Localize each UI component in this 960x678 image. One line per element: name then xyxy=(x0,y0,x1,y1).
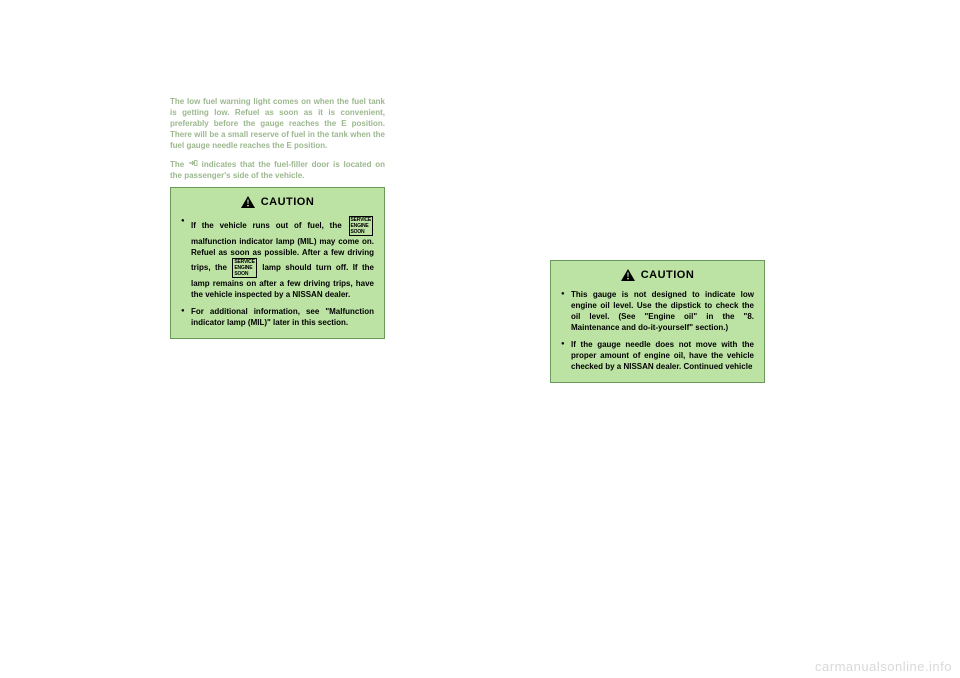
left-column: The low fuel warning light comes on when… xyxy=(170,88,385,339)
warning-triangle-icon xyxy=(241,196,255,208)
caution-item-2: If the gauge needle does not move with t… xyxy=(561,339,754,372)
item1-pre: If the vehicle runs out of fuel, the xyxy=(191,222,348,231)
para2-post: indicates that the fuel-filler door is l… xyxy=(170,160,385,180)
low-fuel-paragraph: The low fuel warning light comes on when… xyxy=(170,96,385,151)
caution-title-right: CAUTION xyxy=(641,269,695,281)
caution-box-right: CAUTION This gauge is not designed to in… xyxy=(550,260,765,383)
caution-box-left: CAUTION If the vehicle runs out of fuel,… xyxy=(170,187,385,339)
caution-list-left: If the vehicle runs out of fuel, the SER… xyxy=(181,216,374,328)
para2-pre: The xyxy=(170,160,188,169)
right-column: CAUTION This gauge is not designed to in… xyxy=(550,260,765,383)
service-engine-soon-icon: SERVICEENGINESOON xyxy=(232,258,256,278)
caution-header-left: CAUTION xyxy=(181,196,374,208)
caution-item-1: If the vehicle runs out of fuel, the SER… xyxy=(181,216,374,300)
warning-triangle-icon xyxy=(621,269,635,281)
caution-header-right: CAUTION xyxy=(561,269,754,281)
service-engine-soon-icon: SERVICEENGINESOON xyxy=(349,216,373,236)
caution-item-1: This gauge is not designed to indicate l… xyxy=(561,289,754,333)
caution-list-right: This gauge is not designed to indicate l… xyxy=(561,289,754,372)
watermark-text: carmanualsonline.info xyxy=(815,659,952,674)
fuel-door-paragraph: The indicates that the fuel-filler door … xyxy=(170,159,385,181)
manual-page: The low fuel warning light comes on when… xyxy=(0,0,960,678)
caution-item-2: For additional information, see "Malfunc… xyxy=(181,306,374,328)
caution-title-left: CAUTION xyxy=(261,196,315,208)
fuel-pump-arrow-icon xyxy=(188,159,198,170)
